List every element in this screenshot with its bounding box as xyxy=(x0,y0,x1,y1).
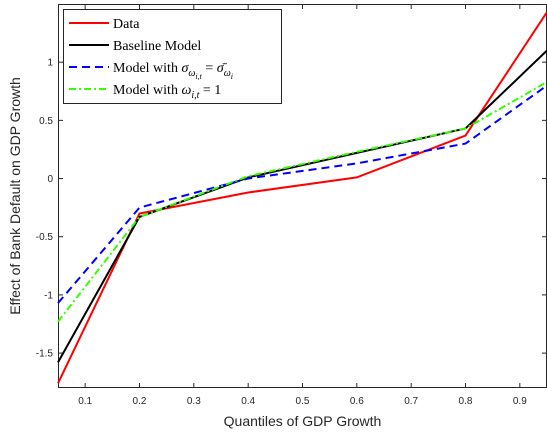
legend-label-1: Data xyxy=(113,17,140,32)
y-axis-label: Effect of Bank Default on GDP Growth xyxy=(7,77,23,315)
x-axis-label: Quantiles of GDP Growth xyxy=(224,413,382,429)
legend-label-3: Model with σωi,t = σ̄ωi xyxy=(113,61,233,81)
y-tick-label: -0.5 xyxy=(36,232,54,243)
x-tick-label: 0.1 xyxy=(78,396,92,407)
legend: Data Baseline Model Model with σωi,t = σ̄ω… xyxy=(63,9,282,104)
y-tick-label: 0.5 xyxy=(39,116,53,127)
y-tick-label: -1 xyxy=(44,290,53,301)
y-tick-label: 0 xyxy=(47,174,53,185)
x-tick-label: 0.8 xyxy=(459,396,473,407)
legend-label-4: Model with ωi,t = 1 xyxy=(113,83,221,101)
x-tick-label: 0.2 xyxy=(133,396,147,407)
legend-label-2: Baseline Model xyxy=(113,39,201,54)
axis-ticks: 0.1 0.2 0.3 0.4 0.5 0.6 0.7 0.8 0.9 -1.5 -1 -0.5 0 0.… xyxy=(36,4,547,407)
y-tick-label: 1 xyxy=(47,58,53,69)
series-lines xyxy=(57,11,547,384)
series-line-3 xyxy=(57,84,547,304)
series-line-4 xyxy=(57,81,547,323)
x-tick-label: 0.9 xyxy=(513,396,527,407)
legend-box xyxy=(63,9,282,104)
series-line-2 xyxy=(57,49,547,363)
x-tick-label: 0.5 xyxy=(296,396,310,407)
x-tick-label: 0.3 xyxy=(187,396,201,407)
x-tick-label: 0.6 xyxy=(350,396,364,407)
y-tick-label: -1.5 xyxy=(36,349,54,360)
x-tick-label: 0.7 xyxy=(404,396,418,407)
x-tick-label: 0.4 xyxy=(241,396,255,407)
